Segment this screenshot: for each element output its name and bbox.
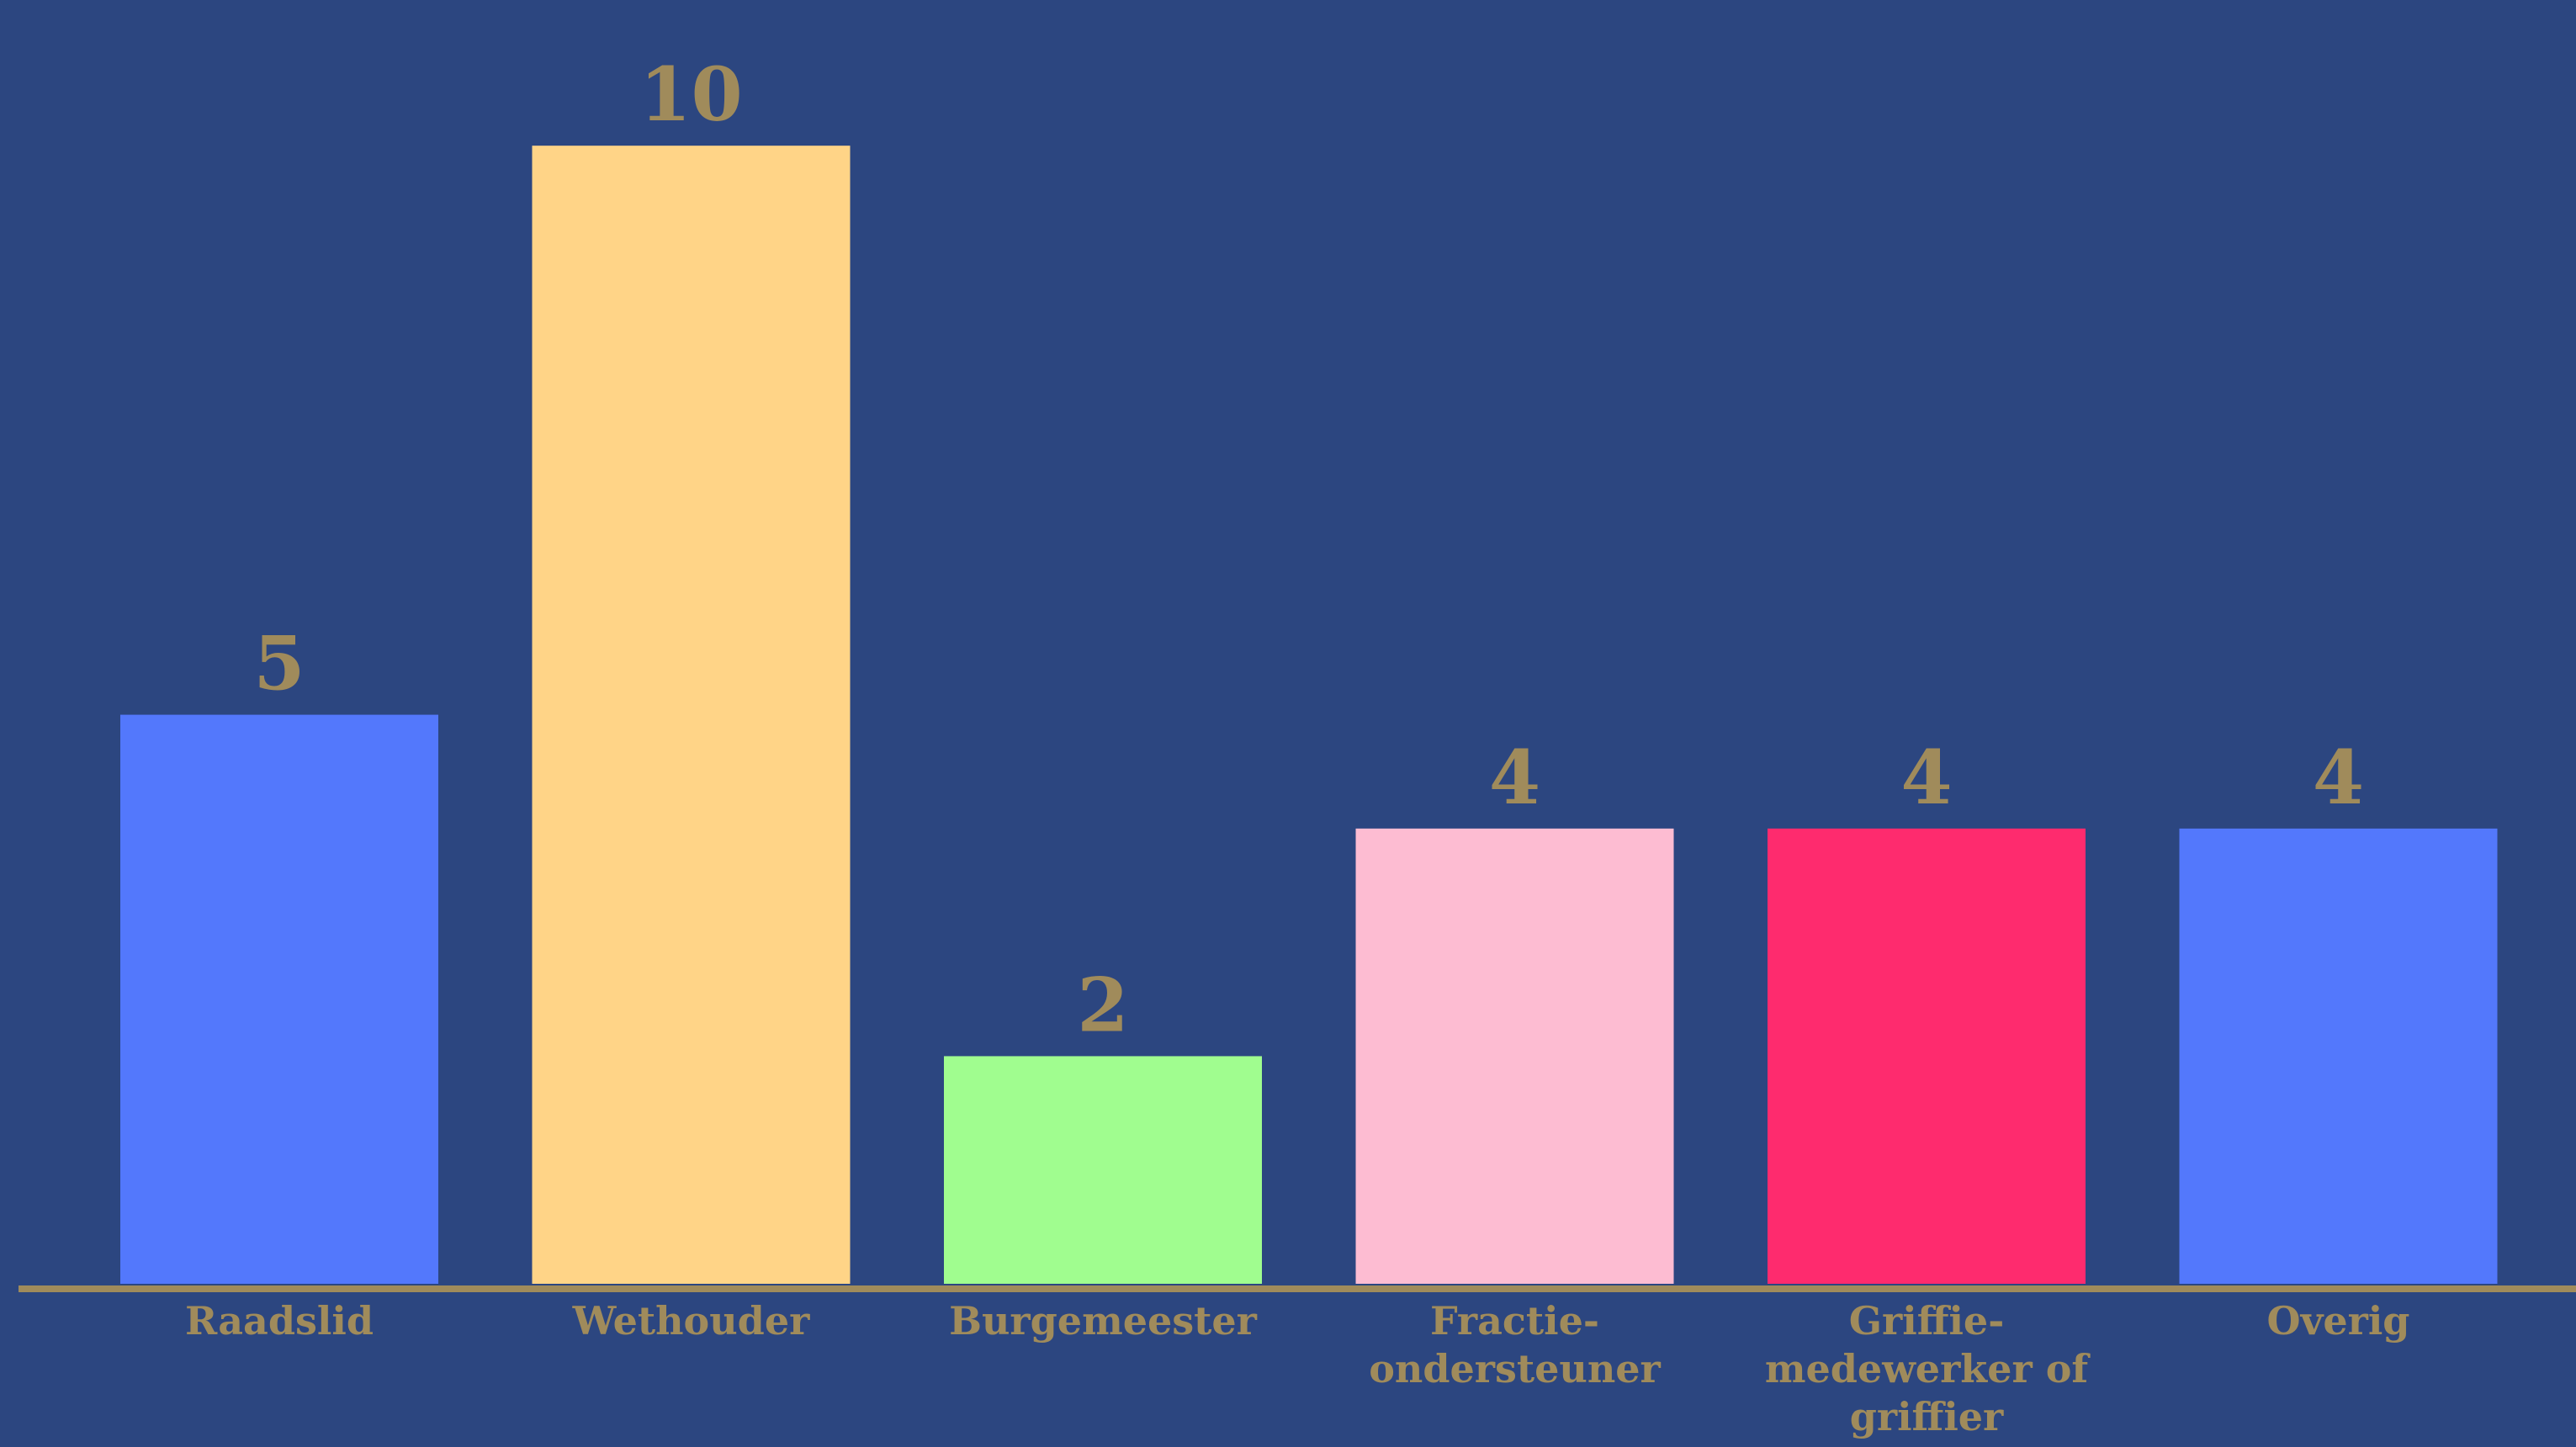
bar-2	[532, 146, 851, 1285]
value-label-4: 4	[1489, 734, 1540, 821]
category-label-6: Overig	[2267, 1298, 2410, 1344]
category-labels-layer: Raadslid Wethouder Burgemeester Fractie-ond…	[185, 1298, 2410, 1439]
category-label-5: Griffie-medewerker of griffier	[1765, 1298, 2091, 1439]
category-label-2: Wethouder	[572, 1298, 810, 1344]
bars-layer	[120, 146, 2498, 1285]
value-labels-layer: 5 10 2 4 4 4	[253, 50, 2364, 1048]
bar-1	[120, 714, 438, 1284]
bar-5	[1768, 828, 2086, 1284]
bar-4	[1355, 828, 1674, 1284]
bar-6	[2179, 828, 2498, 1284]
value-label-5: 4	[1900, 734, 1952, 821]
value-label-1: 5	[253, 620, 305, 708]
category-label-1: Raadslid	[185, 1298, 374, 1344]
value-label-2: 10	[639, 50, 742, 138]
category-label-3: Burgemeester	[949, 1298, 1258, 1344]
value-label-6: 4	[2313, 734, 2364, 821]
bar-3	[944, 1056, 1262, 1284]
category-label-4: Fractie-ondersteuner	[1369, 1298, 1661, 1391]
value-label-3: 2	[1077, 961, 1128, 1048]
